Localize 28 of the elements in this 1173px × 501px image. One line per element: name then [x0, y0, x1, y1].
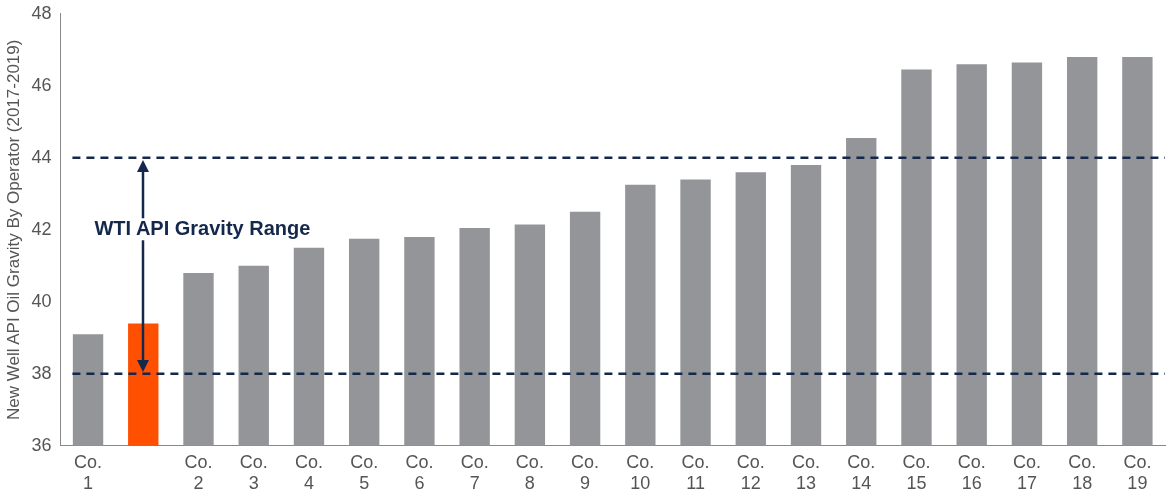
x-tick-label: Co. 8: [515, 451, 544, 494]
annotation: WTI API Gravity Range: [94, 216, 311, 239]
y-tick-label: 42: [31, 218, 52, 239]
y-tick-label: 40: [31, 290, 52, 311]
x-tick-label: Co. 1: [74, 451, 103, 494]
x-tick-label: Co. 4: [294, 451, 323, 494]
y-tick-label: 48: [31, 2, 52, 23]
x-tick-label: Co. 17: [1012, 451, 1041, 494]
x-tick-label: Co. 11: [681, 451, 710, 494]
y-tick-label: 36: [31, 434, 52, 455]
x-tick-label: Co. 13: [792, 451, 821, 494]
x-tick-label: Co. 7: [460, 451, 489, 494]
x-tick-label: Co. 2: [184, 451, 213, 494]
x-tick-label: Co. 18: [1068, 451, 1097, 494]
x-tick-label: Co. 5: [350, 451, 379, 494]
x-tick-label: Co. 19: [1123, 451, 1152, 494]
x-tick-label: Co. 3: [239, 451, 268, 494]
y-tick-label: 44: [31, 146, 52, 167]
x-tick-label: Co. 14: [847, 451, 876, 494]
y-tick-label: 38: [31, 362, 52, 383]
x-tick-label: Co. 12: [736, 451, 765, 494]
x-tick-label: Co. 9: [571, 451, 600, 494]
x-tick-label: Co. 16: [957, 451, 986, 494]
x-tick-label: Co. 10: [626, 451, 655, 494]
x-tick-label: Co. 6: [405, 451, 434, 494]
y-tick-label: 46: [31, 74, 52, 95]
y-axis-title: New Well API Oil Gravity By Operator (2017-2019): [3, 39, 23, 421]
x-tick-label: Co. 15: [902, 451, 931, 494]
